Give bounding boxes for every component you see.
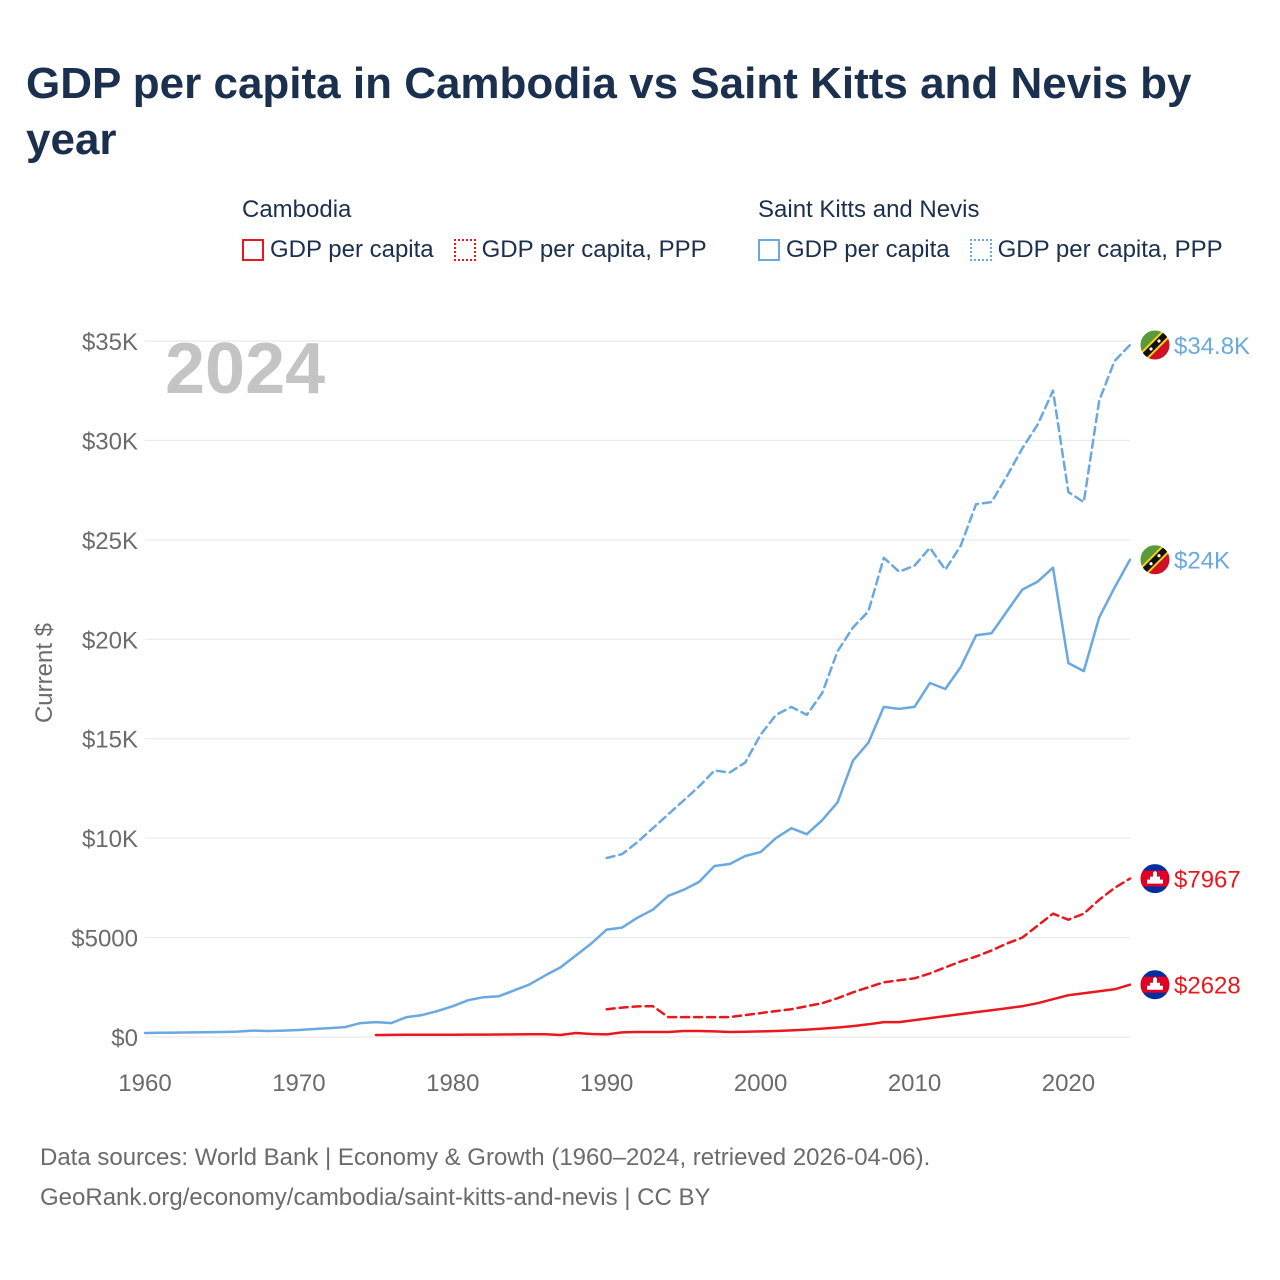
series-line-saint-kitts-and-nevis-gdp-per-capita-ppp bbox=[605, 343, 1132, 860]
y-axis-label: Current $ bbox=[31, 623, 58, 723]
x-tick-label: 1960 bbox=[118, 1070, 171, 1097]
legend-swatch-solid bbox=[242, 239, 264, 261]
legend-entry-skn-gdp-ppp[interactable]: GDP per capita, PPP bbox=[969, 236, 1223, 264]
y-tick-label: $10K bbox=[82, 826, 138, 853]
x-tick-label: 1970 bbox=[272, 1070, 325, 1097]
year-watermark: 2024 bbox=[165, 329, 325, 409]
attribution-link[interactable]: GeoRank.org/economy/cambodia/saint-kitts… bbox=[40, 1184, 711, 1211]
legend-group-title: Cambodia bbox=[242, 196, 352, 223]
cambodia-flag-icon bbox=[1139, 969, 1171, 1001]
x-tick-label: 1990 bbox=[580, 1070, 633, 1097]
series-line-saint-kitts-and-nevis-gdp-per-capita bbox=[143, 558, 1132, 1035]
x-tick-label: 2020 bbox=[1042, 1070, 1095, 1097]
legend-swatch-dotted bbox=[453, 239, 476, 261]
legend-entry-label: GDP per capita bbox=[270, 236, 434, 263]
line-chart: 2024 $0 $5000 $10K $15K $20K $25K $30K $35K 1960… bbox=[31, 329, 1250, 1097]
legend-entry-cambodia-gdp[interactable]: GDP per capita bbox=[242, 236, 434, 264]
legend-entry-label: GDP per capita, PPP bbox=[997, 236, 1223, 263]
legend-entry-label: GDP per capita bbox=[786, 236, 950, 263]
legend-group-title: Saint Kitts and Nevis bbox=[758, 196, 980, 223]
legend-entry-skn-gdp[interactable]: GDP per capita bbox=[758, 236, 950, 264]
legend-entry-cambodia-gdp-ppp[interactable]: GDP per capita, PPP bbox=[453, 236, 707, 264]
end-value-label: $7967 bbox=[1174, 867, 1241, 894]
legend-saint-kitts: Saint Kitts and Nevis GDP per capita GDP… bbox=[758, 196, 1223, 264]
series-line-cambodia-gdp-per-capita-ppp bbox=[605, 877, 1132, 1019]
x-tick-label: 2000 bbox=[734, 1070, 787, 1097]
y-tick-label: $0 bbox=[111, 1025, 138, 1052]
x-tick-label: 1980 bbox=[426, 1070, 479, 1097]
y-tick-label: $25K bbox=[82, 528, 138, 555]
legend-entry-label: GDP per capita, PPP bbox=[481, 236, 707, 263]
cambodia-flag-icon bbox=[1139, 863, 1171, 895]
y-tick-label: $20K bbox=[82, 627, 138, 654]
data-source-text: Data sources: World Bank | Economy & Gro… bbox=[40, 1144, 931, 1171]
chart-title: GDP per capita in Cambodia vs Saint Kitt… bbox=[26, 59, 1192, 164]
footer: Data sources: World Bank | Economy & Gro… bbox=[40, 1138, 930, 1218]
series-line-cambodia-gdp-per-capita bbox=[374, 983, 1132, 1037]
series-lines bbox=[143, 343, 1132, 1037]
y-tick-label: $30K bbox=[82, 428, 138, 455]
y-tick-label: $35K bbox=[82, 329, 138, 356]
end-value-label: $2628 bbox=[1174, 973, 1241, 1000]
end-markers: $34.8K $24K $7967 $2628 bbox=[1139, 329, 1250, 1001]
end-value-label: $24K bbox=[1174, 548, 1230, 575]
end-value-label: $34.8K bbox=[1174, 333, 1250, 360]
x-tick-label: 2010 bbox=[888, 1070, 941, 1097]
legend-swatch-solid bbox=[758, 239, 780, 261]
saint-kitts-flag-icon bbox=[1139, 544, 1171, 576]
saint-kitts-flag-icon bbox=[1139, 329, 1171, 361]
legend-cambodia: Cambodia GDP per capita GDP per capita, … bbox=[242, 196, 707, 264]
y-tick-label: $5000 bbox=[71, 926, 138, 953]
y-tick-label: $15K bbox=[82, 727, 138, 754]
axes: $0 $5000 $10K $15K $20K $25K $30K $35K 1960 1970 1… bbox=[71, 329, 1095, 1097]
grid-lines bbox=[145, 340, 1130, 1038]
legend-swatch-dotted bbox=[969, 239, 992, 261]
